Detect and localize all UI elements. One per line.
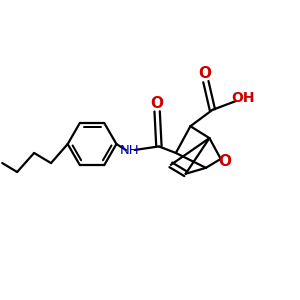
Text: NH: NH: [120, 143, 140, 157]
Text: O: O: [151, 95, 164, 110]
Text: OH: OH: [231, 91, 254, 105]
Text: O: O: [218, 154, 231, 169]
Text: O: O: [198, 66, 211, 81]
